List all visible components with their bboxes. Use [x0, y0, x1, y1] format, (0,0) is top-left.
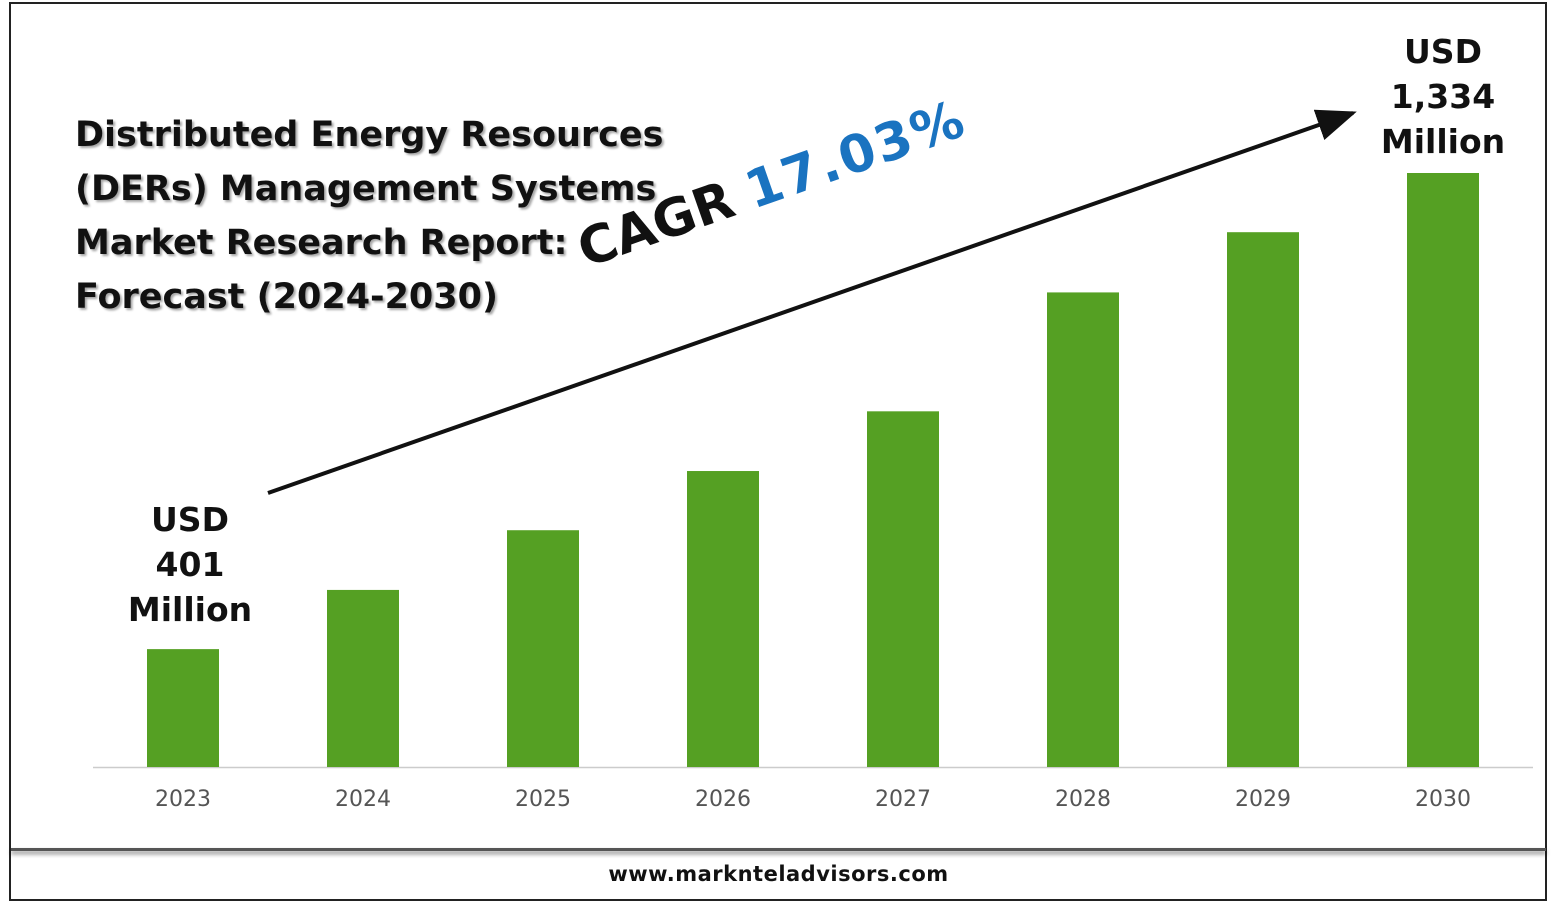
bar-2028 — [1047, 292, 1119, 767]
bar-2026 — [687, 471, 759, 767]
x-tick-label: 2024 — [335, 787, 391, 812]
x-tick-label: 2028 — [1055, 787, 1111, 812]
x-tick-label: 2025 — [515, 787, 571, 812]
bar-2023 — [147, 649, 219, 767]
x-tick-label: 2026 — [695, 787, 751, 812]
bar-2029 — [1227, 232, 1299, 768]
growth-arrow — [267, 109, 1357, 495]
x-tick-label: 2030 — [1415, 787, 1471, 812]
title-line: Distributed Energy Resources — [75, 115, 664, 155]
x-tick-label: 2023 — [155, 787, 211, 812]
title-line: Forecast (2024-2030) — [75, 277, 498, 317]
label-line: 401 — [155, 545, 225, 584]
label-line: Million — [1380, 122, 1506, 161]
footer-divider — [11, 848, 1546, 851]
label-line: USD — [151, 500, 229, 539]
label-line: 1,334 — [1390, 77, 1496, 116]
title-line: (DERs) Management Systems — [75, 169, 657, 209]
label-line: Million — [127, 590, 253, 629]
title-line: Market Research Report: — [75, 223, 568, 263]
end-value-label: USD 1,334 Million — [1343, 29, 1543, 164]
bar-2024 — [327, 589, 399, 767]
x-tick-label: 2027 — [875, 787, 931, 812]
bar-2027 — [867, 411, 939, 767]
x-tick-label: 2029 — [1235, 787, 1291, 812]
footer-url[interactable]: www.marknteladvisors.com — [608, 862, 949, 886]
chart-frame — [9, 2, 1547, 901]
bar-2030 — [1407, 173, 1479, 767]
start-value-label: USD 401 Million — [90, 497, 290, 632]
bar-2025 — [507, 530, 579, 767]
label-line: USD — [1404, 32, 1482, 71]
chart-title: Distributed Energy Resources (DERs) Mana… — [75, 108, 664, 324]
